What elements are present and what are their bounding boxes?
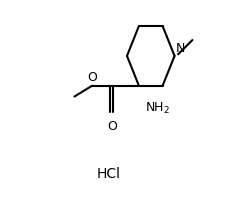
Text: O: O [107,120,117,133]
Text: HCl: HCl [96,166,120,180]
Text: NH$_2$: NH$_2$ [145,100,170,115]
Text: N: N [176,42,186,55]
Text: O: O [87,70,97,83]
